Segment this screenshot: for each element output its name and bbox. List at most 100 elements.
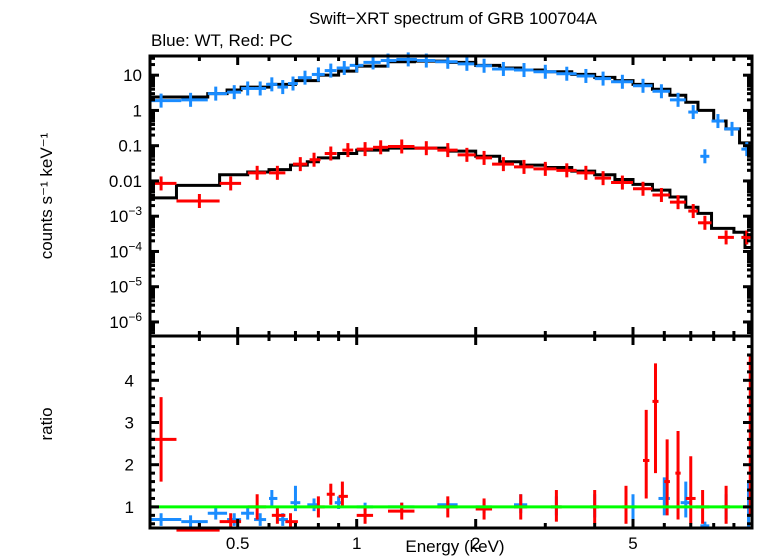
data-point-wt	[181, 92, 208, 107]
y-tick-label: 4	[125, 371, 134, 390]
data-point-wt	[611, 74, 634, 89]
y-axis-label-ratio: ratio	[37, 407, 56, 440]
spectrum-data-layer	[150, 52, 754, 249]
ratio-point-wt	[241, 506, 255, 520]
data-point-wt	[227, 85, 242, 100]
data-point-wt	[556, 66, 577, 81]
y-tick-label: 1	[125, 498, 134, 517]
chart-title: Swift−XRT spectrum of GRB 100704A	[309, 9, 598, 28]
ratio-point-wt	[268, 490, 278, 507]
data-point-wt	[150, 93, 182, 108]
ratio-point-pc	[622, 485, 630, 524]
y-tick-label: 2	[125, 456, 134, 475]
data-point-pc	[342, 143, 354, 158]
data-point-wt	[576, 68, 595, 83]
data-point-pc	[576, 165, 595, 180]
data-point-wt	[266, 77, 278, 92]
data-point-wt	[594, 71, 612, 86]
data-point-pc	[309, 152, 321, 167]
model-line-wt	[150, 59, 754, 150]
data-point-pc	[717, 230, 734, 245]
data-point-wt	[254, 81, 267, 96]
ratio-point-pc	[675, 430, 681, 520]
data-point-wt	[669, 92, 686, 107]
data-point-pc	[633, 181, 653, 196]
data-point-wt	[207, 86, 228, 101]
data-point-pc	[373, 140, 388, 155]
data-point-wt	[324, 63, 337, 78]
data-point-pc	[176, 193, 220, 208]
data-point-pc	[324, 146, 337, 161]
data-point-pc	[492, 157, 515, 172]
data-point-wt	[241, 81, 255, 96]
ratio-point-pc	[685, 456, 696, 524]
labels-layer: Swift−XRT spectrum of GRB 100704A Blue: …	[37, 9, 598, 556]
data-point-pc	[457, 147, 476, 162]
data-point-pc	[387, 139, 415, 154]
data-point-wt	[688, 105, 698, 120]
ratio-point-wt	[150, 513, 182, 526]
ratio-point-pc	[356, 506, 374, 524]
data-point-pc	[414, 141, 438, 156]
y-tick-label: 10	[123, 66, 142, 85]
ratio-point-wt	[207, 506, 228, 520]
data-point-wt	[492, 61, 515, 76]
data-point-pc	[475, 150, 493, 165]
data-point-pc	[514, 159, 534, 174]
data-point-wt	[363, 55, 381, 70]
y-tick-label: 1	[133, 101, 142, 120]
data-point-pc	[356, 142, 374, 157]
ratio-point-pc	[722, 485, 731, 524]
model-line-pc	[150, 146, 752, 249]
ratio-point-wt	[181, 515, 208, 528]
y-axis-label-spectrum: counts s⁻¹ keV⁻¹	[37, 132, 56, 259]
ratio-point-pc	[338, 481, 348, 507]
y-tick-label: 0.1	[118, 137, 142, 156]
x-tick-label: 1	[352, 534, 361, 553]
data-point-wt	[311, 67, 325, 82]
x-tick-label: 2	[471, 534, 480, 553]
data-point-wt	[277, 80, 288, 95]
data-point-wt	[297, 70, 312, 85]
data-point-wt	[533, 64, 557, 79]
y-tick-label: 3	[125, 414, 134, 433]
data-point-pc	[437, 143, 458, 158]
ratio-point-pc	[387, 502, 415, 520]
data-point-pc	[688, 204, 698, 219]
data-point-pc	[594, 171, 612, 186]
x-tick-label: 5	[628, 534, 637, 553]
data-point-wt	[336, 60, 350, 75]
data-point-pc	[556, 163, 577, 178]
data-point-pc	[697, 215, 712, 230]
data-point-pc	[533, 161, 557, 176]
y-tick-label: 10−3	[109, 204, 142, 226]
x-axis-label: Energy (keV)	[405, 537, 504, 556]
data-point-pc	[741, 230, 752, 245]
data-point-wt	[724, 121, 740, 136]
ratio-point-pc	[326, 483, 335, 505]
y-tick-label: 0.01	[109, 172, 142, 191]
data-point-pc	[219, 176, 242, 191]
y-tick-label: 10−4	[109, 239, 142, 261]
ratio-data-layer	[150, 354, 752, 532]
data-point-wt	[514, 63, 534, 78]
y-tick-label: 10−5	[109, 275, 142, 297]
data-point-pc	[268, 165, 286, 180]
chart-subtitle: Blue: WT, Red: PC	[151, 31, 293, 50]
data-point-wt	[700, 149, 710, 164]
data-point-pc	[292, 157, 308, 172]
data-point-wt	[475, 58, 493, 73]
data-point-wt	[652, 84, 670, 99]
data-point-pc	[611, 175, 634, 190]
ratio-point-pc	[643, 409, 650, 499]
ratio-point-pc	[664, 439, 670, 516]
x-tick-label: 0.5	[226, 534, 250, 553]
data-point-pc	[669, 195, 686, 210]
data-point-wt	[287, 76, 298, 91]
axes-layer: 0.5 1 2 5 10 1 0.1 0.01 10−3 10−4 10−5 10−6 1 2 3 4	[109, 54, 754, 553]
data-point-wt	[633, 78, 653, 93]
data-point-pc	[652, 187, 670, 202]
ratio-point-pc	[475, 498, 493, 520]
y-tick-label: 10−6	[109, 310, 142, 332]
